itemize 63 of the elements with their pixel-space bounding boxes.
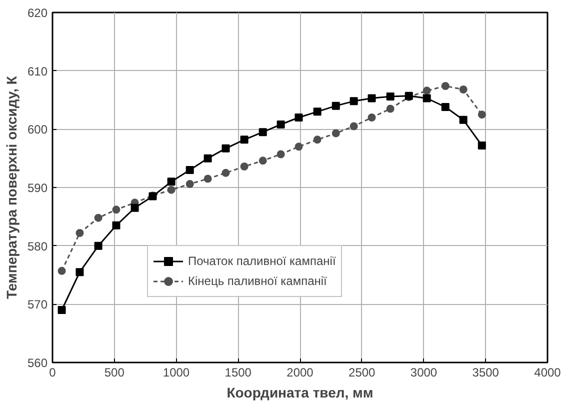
point: [386, 92, 394, 100]
point: [167, 186, 176, 194]
x-tick-label: 0: [49, 366, 56, 380]
point: [294, 114, 303, 122]
point: [478, 142, 486, 150]
point: [368, 94, 376, 102]
x-axis-title: Координата твел, мм: [226, 384, 374, 400]
point: [94, 214, 102, 222]
point: [204, 154, 212, 162]
y-tick-label: 560: [27, 356, 48, 370]
point: [459, 116, 468, 124]
point: [386, 104, 394, 113]
point: [422, 86, 431, 95]
y-tick-label: 600: [27, 122, 48, 137]
point: [313, 136, 322, 144]
x-tick-label: 1000: [162, 366, 190, 380]
x-tick-label: 500: [104, 366, 125, 380]
point: [94, 242, 102, 250]
point: [368, 114, 376, 122]
point: [422, 94, 431, 102]
point: [240, 162, 248, 170]
x-tick-label: 4000: [534, 366, 562, 380]
point: [112, 206, 120, 214]
point: [294, 142, 303, 151]
point: [222, 144, 230, 152]
point: [350, 122, 358, 130]
point: [58, 266, 66, 275]
point: [276, 120, 285, 128]
point: [258, 156, 267, 165]
point: [441, 103, 450, 111]
point: [332, 102, 340, 110]
point: [186, 180, 194, 188]
y-tick-label: 590: [27, 181, 48, 195]
point: [240, 136, 248, 144]
point: [478, 110, 486, 119]
point: [112, 221, 120, 230]
point: [459, 86, 468, 94]
x-tick-label: 2500: [348, 366, 376, 380]
x-tick-label: 3000: [410, 366, 438, 380]
point: [276, 150, 285, 158]
point: [332, 129, 340, 138]
x-tick-label: 2000: [286, 366, 314, 380]
y-tick-label: 610: [27, 64, 48, 78]
y-axis-title: Температура поверхні оксиду, К: [3, 76, 20, 299]
point: [258, 128, 267, 136]
point: [350, 97, 358, 106]
x-tick-label: 1500: [224, 366, 252, 380]
y-tick-label: 570: [27, 298, 48, 312]
point: [204, 174, 212, 183]
point: [222, 168, 230, 177]
point: [186, 166, 194, 174]
point: [58, 306, 66, 314]
x-tick-label: 3500: [472, 366, 500, 380]
point: [313, 108, 322, 116]
point: [130, 204, 139, 212]
point: [441, 82, 450, 90]
point: [167, 178, 176, 186]
point: [76, 229, 84, 237]
legend-label: Кінець паливної кампанії: [188, 274, 327, 288]
legend-label: Початок паливної кампанії: [188, 254, 336, 268]
y-tick-label: 620: [27, 6, 48, 20]
point: [76, 268, 84, 276]
y-tick-label: 580: [27, 239, 48, 254]
